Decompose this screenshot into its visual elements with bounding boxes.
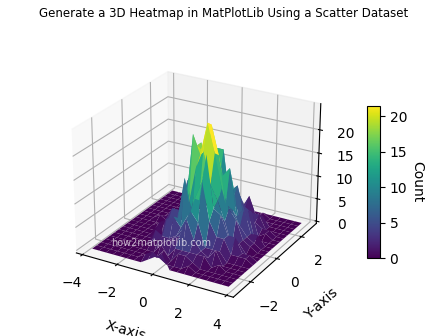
Y-axis label: Count: Count xyxy=(410,161,424,203)
X-axis label: X-axis: X-axis xyxy=(104,318,148,336)
Text: how2matplotlib.com: how2matplotlib.com xyxy=(112,238,211,248)
Y-axis label: Y-axis: Y-axis xyxy=(302,286,340,322)
Text: Generate a 3D Heatmap in MatPlotLib Using a Scatter Dataset: Generate a 3D Heatmap in MatPlotLib Usin… xyxy=(39,7,409,20)
